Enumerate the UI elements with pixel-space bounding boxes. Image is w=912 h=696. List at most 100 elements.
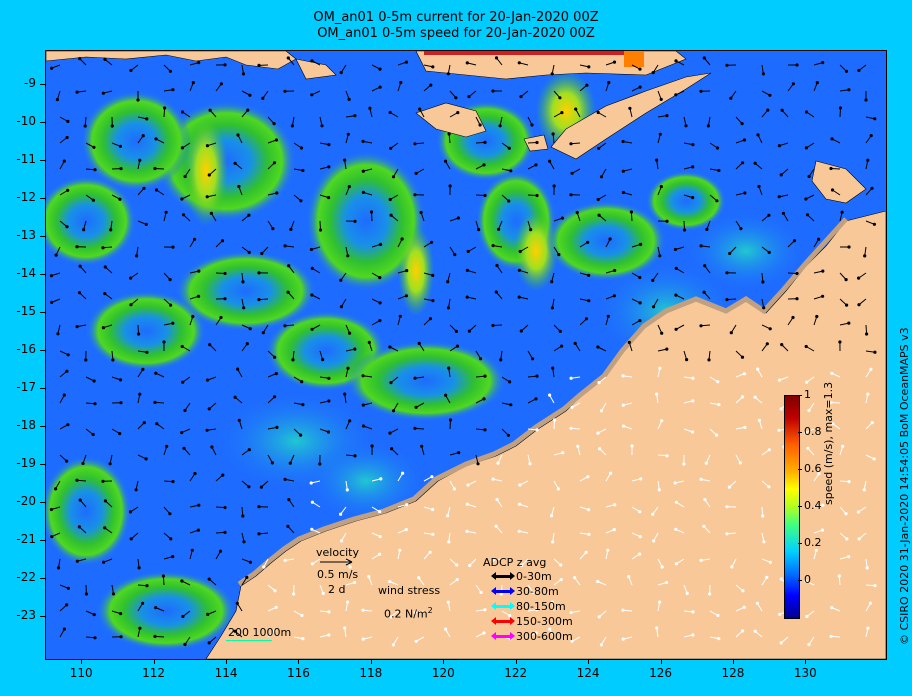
arrow-head <box>353 347 357 351</box>
arrow-head <box>551 132 555 136</box>
arrow-head <box>520 563 524 568</box>
arrow-head <box>806 446 810 450</box>
arrow-head <box>518 483 522 487</box>
arrow-head <box>272 161 277 165</box>
arrow-head <box>691 165 695 169</box>
arrow-head <box>430 475 434 479</box>
arrow-head <box>145 350 149 354</box>
arrow-head <box>847 245 851 249</box>
arrow-head <box>405 503 409 507</box>
arrow-head <box>482 163 486 167</box>
arrow-head <box>223 297 227 301</box>
arrow-head <box>348 331 352 335</box>
eddy-blob <box>81 91 191 191</box>
arrow-head <box>300 380 304 384</box>
arrow-head <box>168 512 172 516</box>
arrow-head <box>111 592 116 596</box>
arrow-head <box>612 294 617 298</box>
arrow-head <box>573 576 577 580</box>
arrow-head <box>248 560 252 564</box>
arrow-head <box>655 158 659 162</box>
arrow-head <box>288 461 292 465</box>
arrow-head <box>236 367 240 371</box>
arrow-head <box>242 306 246 310</box>
arrow-head <box>103 57 107 61</box>
arrow-head <box>483 140 487 144</box>
arrow-head <box>756 133 760 137</box>
eddy-blob <box>398 226 434 316</box>
arrow-head <box>665 347 669 351</box>
lon-tick-label: 120 <box>431 666 455 680</box>
arrow-head <box>129 537 133 541</box>
arrow-head <box>638 67 642 71</box>
arrow-head <box>535 608 539 612</box>
arrow-head <box>551 366 555 370</box>
arrow-head <box>321 591 325 596</box>
arrow-head <box>431 532 435 536</box>
arrow-head <box>348 565 352 569</box>
arrow-head <box>830 137 834 141</box>
arrow-head <box>699 244 703 248</box>
lon-tick-label: 126 <box>649 666 672 680</box>
arrow-head <box>257 532 261 536</box>
arrow-head <box>345 488 349 492</box>
arrow-head <box>691 610 695 614</box>
arrow-head <box>845 537 849 541</box>
arrow-head <box>865 566 869 570</box>
arrow-head <box>838 106 843 110</box>
arrow-head <box>596 345 600 349</box>
speed-colorbar <box>784 395 800 619</box>
arrow-head <box>559 578 563 582</box>
arrow-head <box>717 637 721 641</box>
arrow-head <box>674 562 679 566</box>
arrow-head <box>804 579 808 583</box>
arrow-head <box>574 107 578 111</box>
arrow-head <box>779 407 783 411</box>
arrow-head <box>742 138 747 142</box>
arrow-head <box>245 575 249 580</box>
arrow-head <box>570 171 574 175</box>
arrow-head <box>682 228 687 232</box>
arrow-head <box>320 124 324 128</box>
arrow-head <box>621 374 625 378</box>
arrow-head <box>144 222 148 226</box>
adcp-range-label: 80-150m <box>516 600 566 613</box>
arrow-head <box>145 584 149 588</box>
arrow-head <box>599 175 604 179</box>
arrow-head <box>762 306 766 310</box>
arrow-head <box>78 264 82 268</box>
arrow-head <box>391 409 396 413</box>
colorbar-tick-mark <box>798 543 802 544</box>
arrow-head <box>141 367 145 371</box>
arrow-head <box>660 331 664 335</box>
lat-tick-label: -12 <box>16 190 36 205</box>
arrow-head <box>180 197 184 201</box>
arrow-head <box>729 331 733 335</box>
arrow-head <box>207 173 211 177</box>
arrow-head <box>154 606 158 610</box>
arrow-head <box>361 424 366 428</box>
arrow-head <box>168 278 172 282</box>
arrow-head <box>93 402 97 406</box>
eddy-blob <box>306 151 426 291</box>
colorbar-tick-mark <box>798 469 802 470</box>
eddy-blob <box>184 116 228 226</box>
arrow-head <box>128 510 133 514</box>
arrow-head <box>456 216 461 220</box>
lon-tick-mark <box>153 659 155 664</box>
arrow-head <box>339 512 343 516</box>
arrow-head <box>499 358 503 362</box>
arrow-head <box>274 372 278 376</box>
arrow-head <box>103 292 107 296</box>
arrow-head <box>183 642 187 647</box>
arrow-head <box>767 213 771 217</box>
arrow-head <box>446 600 450 604</box>
arrow-head <box>273 355 277 359</box>
arrow-head <box>219 315 223 320</box>
arrow-head <box>135 254 139 258</box>
lon-tick-mark <box>732 659 734 664</box>
lat-tick-mark <box>40 464 45 466</box>
lat-tick-label: -10 <box>16 114 36 129</box>
arrow-head <box>180 431 184 435</box>
arrow-head <box>339 71 343 75</box>
